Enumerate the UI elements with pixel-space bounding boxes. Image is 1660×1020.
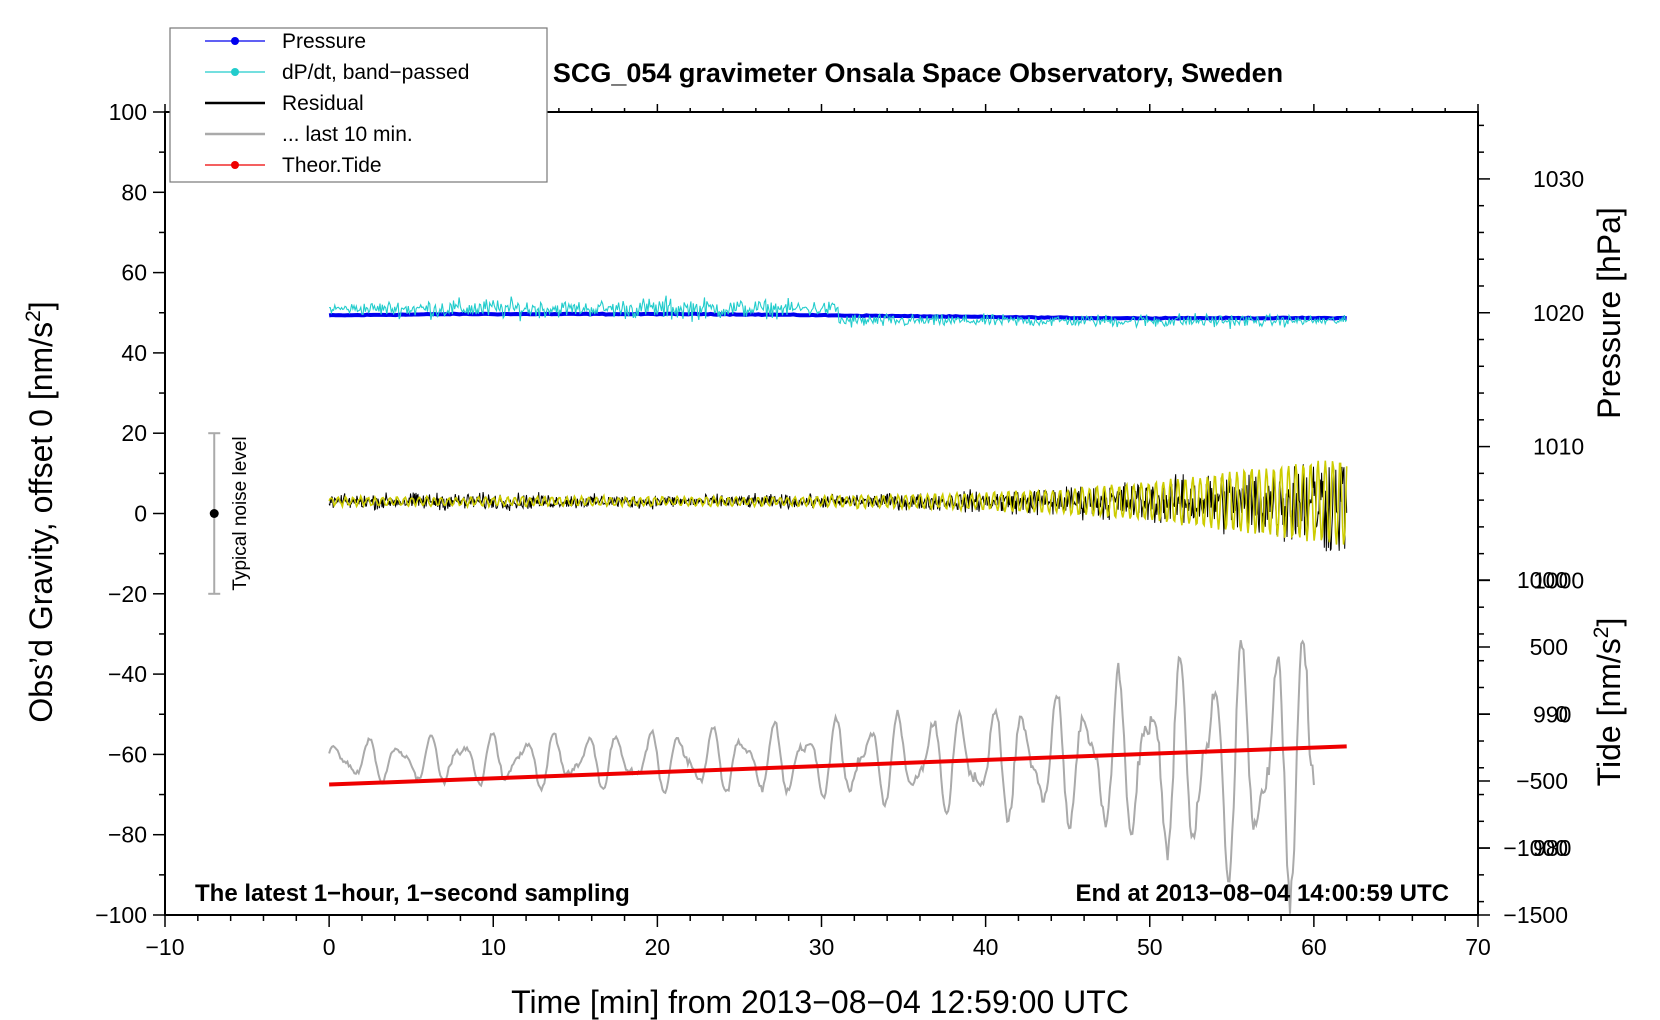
sampling-note: The latest 1−hour, 1−second sampling xyxy=(195,880,630,907)
x-tick-label: 60 xyxy=(1301,934,1327,960)
x-tick-label: 20 xyxy=(645,934,671,960)
last-10-min-series-line xyxy=(328,639,1315,914)
y-tick-label: −100 xyxy=(95,902,147,928)
x-tick-label: 10 xyxy=(480,934,506,960)
residual-series-line xyxy=(328,464,1348,552)
y-axis-left: 100 80 60 40 20 0 −20 −40 −60 −80 −100 xyxy=(95,99,165,928)
pressure-tick-label: 990 xyxy=(1533,701,1571,727)
y-tick-label: 100 xyxy=(109,99,147,125)
y-tick-label: 0 xyxy=(134,501,147,527)
pressure-tick-label: 980 xyxy=(1533,835,1571,861)
chart-title: SCG_054 gravimeter Onsala Space Observat… xyxy=(553,58,1283,88)
tide-axis-label-close: ] xyxy=(1591,618,1627,627)
tide-tick-label: −1000 xyxy=(1503,835,1568,861)
dpdt-series-line xyxy=(329,295,1348,329)
x-tick-label: 40 xyxy=(973,934,999,960)
x-tick-label: 30 xyxy=(809,934,835,960)
pressure-tick-label: 1020 xyxy=(1533,300,1584,326)
legend-label: Theor.Tide xyxy=(282,154,382,177)
y-axis-left-label-close: ] xyxy=(23,301,59,310)
pressure-axis-label: Pressure [hPa] xyxy=(1591,207,1627,419)
filtered-residual-series-line xyxy=(328,460,1348,545)
noise-bar-center-dot xyxy=(209,509,219,518)
legend-marker xyxy=(231,161,239,169)
y-tick-label: 80 xyxy=(121,179,147,205)
theoretical-tide-series-line xyxy=(329,744,1347,787)
tide-tick-label: 1000 xyxy=(1517,567,1568,593)
pressure-tick-label: 1030 xyxy=(1533,166,1584,192)
tide-tick-label: −500 xyxy=(1516,768,1568,794)
x-axis-label: Time [min] from 2013−08−04 12:59:00 UTC xyxy=(511,984,1129,1020)
y-tick-label: −20 xyxy=(108,581,147,607)
y-tick-label: −80 xyxy=(108,822,147,848)
legend-marker xyxy=(231,68,239,76)
tide-tick-label: −1500 xyxy=(1503,902,1568,928)
y-tick-label: −40 xyxy=(108,661,147,687)
pressure-tick-label: 1010 xyxy=(1533,434,1584,460)
legend-label: Residual xyxy=(282,92,364,115)
x-tick-label: 0 xyxy=(323,934,336,960)
end-time-note: End at 2013−08−04 14:00:59 UTC xyxy=(1075,880,1449,907)
pressure-tick-label: 1000 xyxy=(1533,567,1584,593)
tide-axis-label: Tide [nm/s2] xyxy=(1590,618,1627,787)
data-traces xyxy=(328,295,1348,914)
tide-tick-label: 0 xyxy=(1555,701,1568,727)
x-tick-label: 50 xyxy=(1137,934,1163,960)
y-tick-label: −60 xyxy=(108,741,147,767)
tide-axis-label-superscript: 2 xyxy=(1590,627,1613,639)
legend-label: dP/dt, band−passed xyxy=(282,61,469,84)
legend: Pressure dP/dt, band−passed Residual ... la… xyxy=(169,27,548,183)
noise-level-indicator: Typical noise level xyxy=(208,432,251,595)
legend-label: Pressure xyxy=(282,30,366,53)
y-axis-left-label-superscript: 2 xyxy=(22,310,45,322)
x-tick-label: −10 xyxy=(145,934,184,960)
y-axis-tide: 1000 500 0 −500 −1000 −1500 xyxy=(1478,567,1568,928)
x-axis: −10 0 10 20 30 40 50 60 70 xyxy=(145,104,1491,960)
tide-tick-label: 500 xyxy=(1530,634,1568,660)
noise-bar-label: Typical noise level xyxy=(230,436,251,590)
legend-label: ... last 10 min. xyxy=(282,123,413,146)
y-axis-pressure: 980 990 1000 1010 1020 1030 xyxy=(1478,124,1584,903)
y-axis-left-label: Obs’d Gravity, offset 0 [nm/s2] xyxy=(22,301,59,722)
y-tick-label: 40 xyxy=(121,340,147,366)
legend-box xyxy=(169,27,548,183)
x-tick-label: 70 xyxy=(1465,934,1491,960)
y-tick-label: 60 xyxy=(121,260,147,286)
legend-marker xyxy=(231,37,239,45)
y-tick-label: 20 xyxy=(121,420,147,446)
